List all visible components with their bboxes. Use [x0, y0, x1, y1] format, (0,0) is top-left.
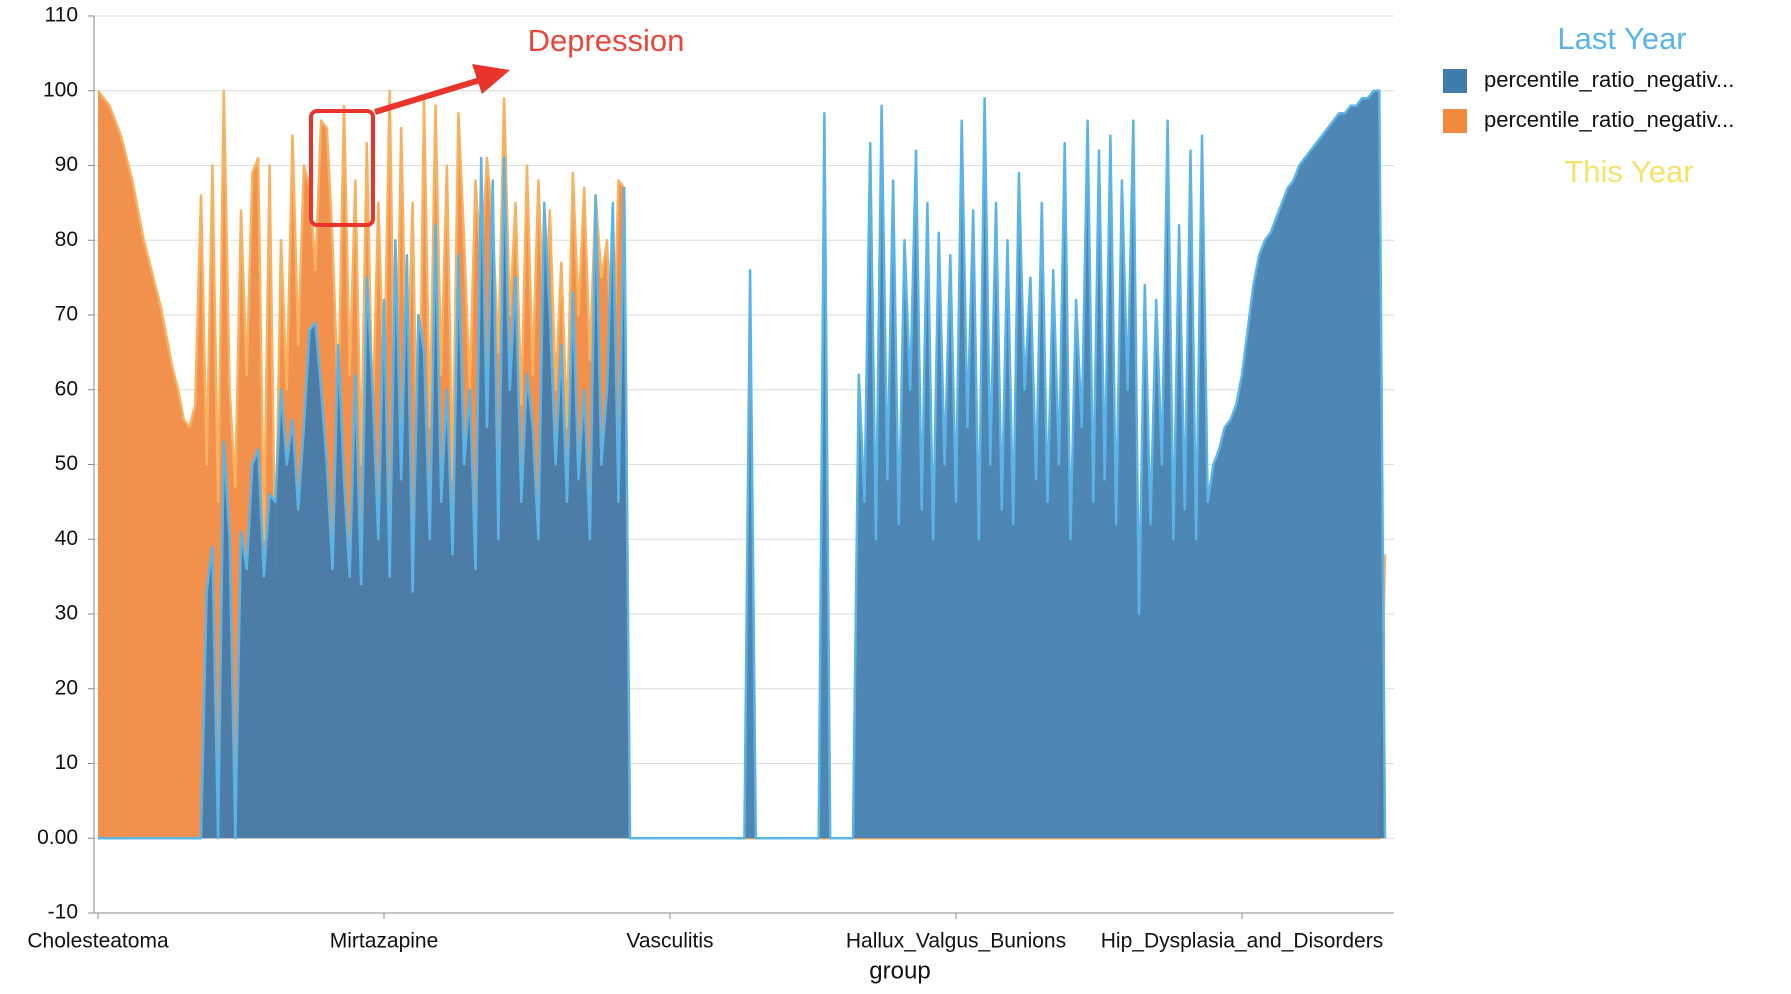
- y-tick-label: 30: [55, 602, 78, 625]
- y-tick-label: 100: [43, 78, 78, 101]
- arrow-head: [472, 64, 510, 94]
- y-tick-label: 50: [55, 452, 78, 475]
- arrow-shaft: [374, 77, 481, 115]
- x-axis-label: group: [869, 957, 930, 984]
- y-tick-label: 0.00: [37, 826, 78, 849]
- y-tick-label: 40: [55, 527, 78, 550]
- y-tick-label: 20: [55, 676, 78, 699]
- y-tick-label: 60: [55, 377, 78, 400]
- legend-swatch: [1443, 69, 1467, 93]
- x-tick-label: Vasculitis: [626, 930, 713, 953]
- y-tick-label: 10: [55, 751, 78, 774]
- y-tick-label: 110: [45, 4, 78, 27]
- y-tick-label: 80: [55, 228, 78, 251]
- highlight-box: [309, 109, 375, 227]
- line: [98, 89, 1387, 840]
- x-tick-label: Hip_Dysplasia_and_Disorders: [1101, 930, 1383, 953]
- legend-label: percentile_ratio_negativ...: [1484, 107, 1734, 132]
- x-tick-label: Hallux_Valgus_Bunions: [846, 930, 1066, 953]
- y-tick-label: 90: [55, 153, 78, 176]
- legend-label: percentile_ratio_negativ...: [1484, 67, 1734, 92]
- y-tick-label: -10: [48, 901, 78, 924]
- annotation: Last Year: [1557, 21, 1686, 56]
- x-tick-label: Mirtazapine: [330, 930, 439, 953]
- x-tick-label: Cholesteatoma: [27, 930, 169, 953]
- annotation: This Year: [1564, 154, 1693, 189]
- y-tick-label: 70: [55, 303, 78, 326]
- annotation: Depression: [528, 23, 685, 58]
- legend-swatch: [1443, 109, 1467, 133]
